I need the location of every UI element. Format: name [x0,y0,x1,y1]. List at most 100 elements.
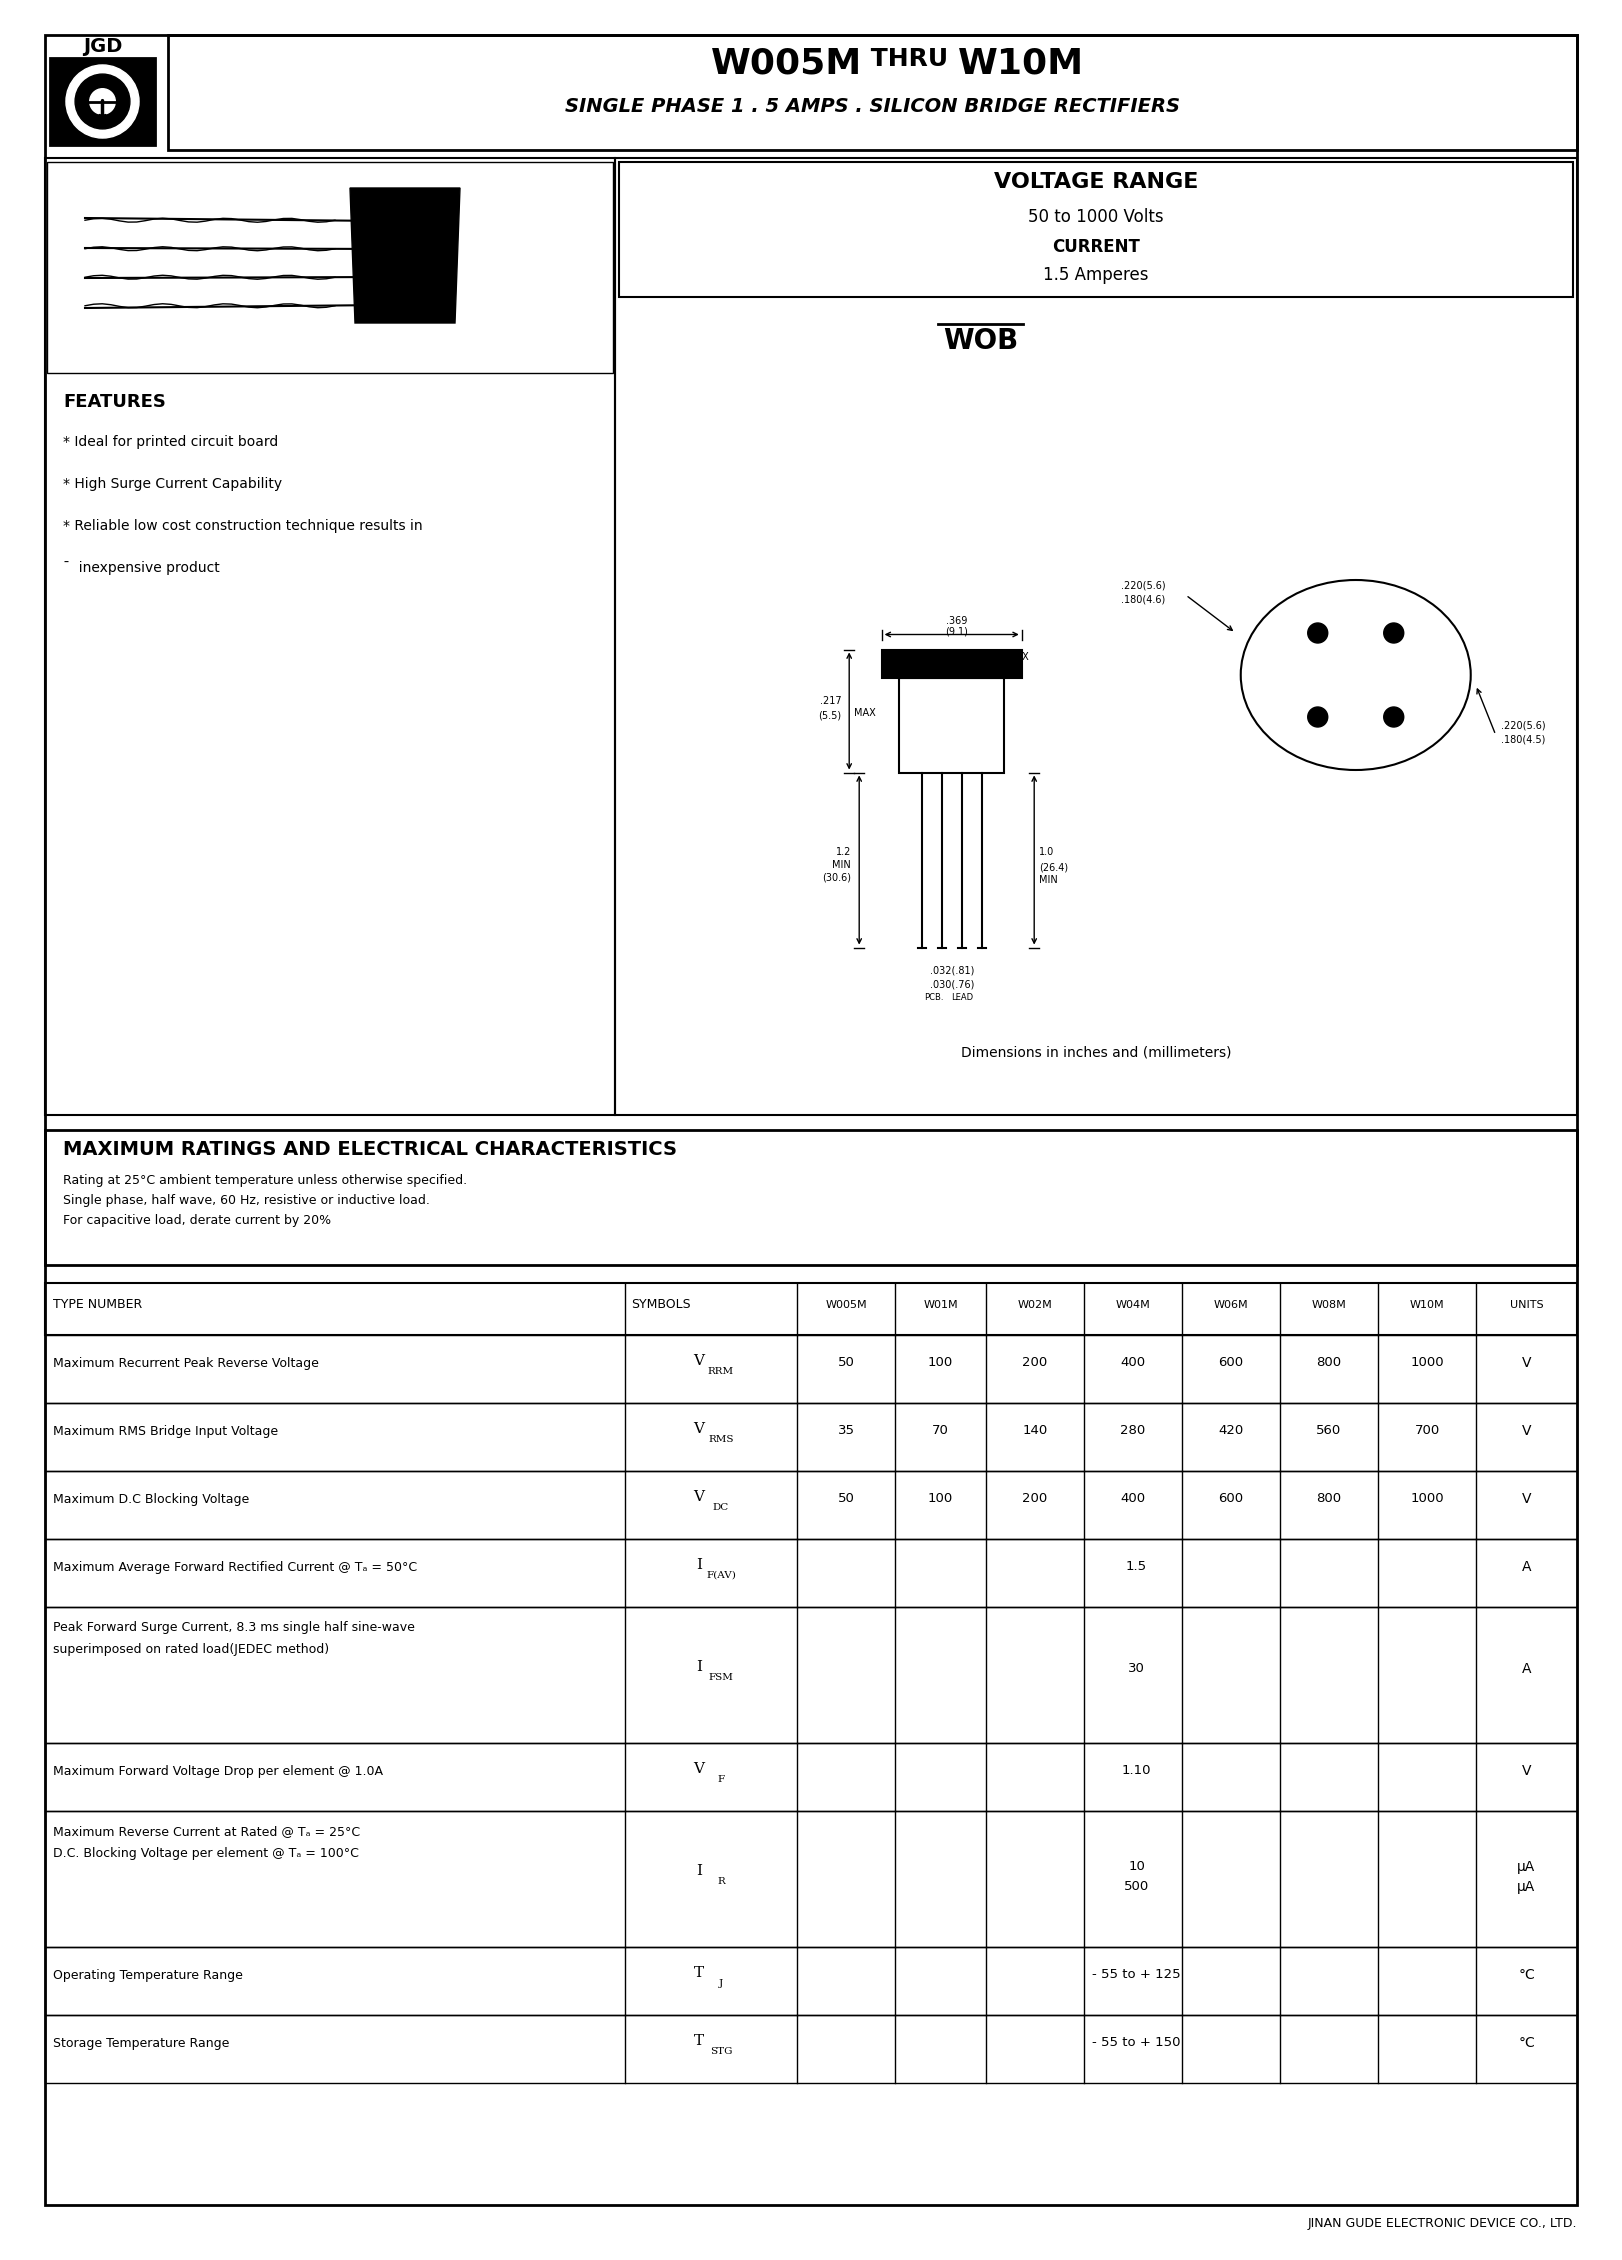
Bar [45,1403,1577,1471]
Text: μA: μA [1517,1880,1536,1894]
Text: 600: 600 [1218,1356,1244,1370]
Text: Storage Temperature Range: Storage Temperature Range [54,2036,229,2050]
Text: J: J [719,1978,723,1987]
Text: F(AV): F(AV) [706,1571,736,1580]
Text: Maximum D.C Blocking Voltage: Maximum D.C Blocking Voltage [54,1492,250,1505]
Text: * Reliable low cost construction technique results in: * Reliable low cost construction techniq… [63,520,423,533]
Text: 70: 70 [933,1424,949,1437]
Circle shape [75,75,130,129]
Text: 50: 50 [837,1492,855,1505]
Text: °C: °C [1518,2036,1534,2050]
Text: 1000: 1000 [1410,1492,1444,1505]
Text: .180(4.5): .180(4.5) [1500,734,1546,746]
Text: 100: 100 [928,1356,954,1370]
Text: .217: .217 [819,696,842,705]
Text: 500: 500 [1124,1880,1148,1894]
Bar [45,158,615,1114]
Text: (26.4): (26.4) [1040,863,1069,872]
Text: Maximum RMS Bridge Input Voltage: Maximum RMS Bridge Input Voltage [54,1424,277,1437]
Text: Maximum Reverse Current at Rated @ Tₐ = 25°C: Maximum Reverse Current at Rated @ Tₐ = … [54,1826,360,1837]
Circle shape [1307,624,1328,644]
Text: W04M: W04M [1116,1300,1150,1311]
Text: .369: .369 [946,617,967,626]
Text: 400: 400 [1121,1492,1145,1505]
Text: 200: 200 [1022,1492,1048,1505]
Text: 1.0: 1.0 [1040,848,1054,857]
Text: RRM: RRM [707,1367,735,1376]
Text: SYMBOLS: SYMBOLS [631,1300,691,1311]
Text: W005M: W005M [826,1300,866,1311]
Text: 140: 140 [1022,1424,1048,1437]
Text: .032(.81): .032(.81) [929,965,973,976]
Text: 1000: 1000 [1410,1356,1444,1370]
Bar [50,59,156,145]
Text: V: V [1521,1356,1531,1370]
Text: CURRENT: CURRENT [1053,237,1140,255]
Circle shape [1307,707,1328,728]
Text: .030(.76): .030(.76) [929,979,973,990]
Text: V: V [1521,1492,1531,1505]
Text: SINGLE PHASE 1 . 5 AMPS . SILICON BRIDGE RECTIFIERS: SINGLE PHASE 1 . 5 AMPS . SILICON BRIDGE… [564,97,1179,115]
Bar [45,2016,1577,2084]
Text: 50 to 1000 Volts: 50 to 1000 Volts [1028,208,1165,226]
Text: JGD: JGD [83,36,122,57]
Text: Maximum Forward Voltage Drop per element @ 1.0A: Maximum Forward Voltage Drop per element… [54,1765,383,1779]
Text: Single phase, half wave, 60 Hz, resistive or inductive load.: Single phase, half wave, 60 Hz, resistiv… [63,1193,430,1207]
Text: VOLTAGE RANGE: VOLTAGE RANGE [994,172,1199,192]
Text: DC: DC [714,1503,730,1512]
Text: LEAD: LEAD [950,994,973,1003]
Text: FEATURES: FEATURES [63,393,165,411]
Text: W08M: W08M [1312,1300,1346,1311]
Text: .220(5.6): .220(5.6) [1500,721,1546,730]
Text: 600: 600 [1218,1492,1244,1505]
Bar [45,1130,1577,1266]
Bar [620,163,1573,296]
Text: I: I [696,1864,702,1878]
Text: JINAN GUDE ELECTRONIC DEVICE CO., LTD.: JINAN GUDE ELECTRONIC DEVICE CO., LTD. [1307,2217,1577,2231]
Text: 35: 35 [837,1424,855,1437]
Circle shape [1384,707,1403,728]
Text: FSM: FSM [709,1672,733,1681]
Text: UNITS: UNITS [1510,1300,1543,1311]
Text: A: A [1521,1661,1531,1677]
Text: Rating at 25°C ambient temperature unless otherwise specified.: Rating at 25°C ambient temperature unles… [63,1173,467,1186]
Bar [45,1284,1577,1336]
Bar [45,1607,1577,1742]
Text: I: I [696,1661,702,1675]
Text: MAXIMUM RATINGS AND ELECTRICAL CHARACTERISTICS: MAXIMUM RATINGS AND ELECTRICAL CHARACTER… [63,1139,676,1159]
Text: 1.5 Amperes: 1.5 Amperes [1043,267,1148,285]
Text: * Ideal for printed circuit board: * Ideal for printed circuit board [63,434,279,450]
Text: V: V [1521,1424,1531,1437]
Text: For capacitive load, derate current by 20%: For capacitive load, derate current by 2… [63,1214,331,1227]
Text: ¯  inexpensive product: ¯ inexpensive product [63,560,219,574]
Text: Maximum Average Forward Rectified Current @ Tₐ = 50°C: Maximum Average Forward Rectified Curren… [54,1559,417,1573]
Text: A: A [1521,1559,1531,1573]
Bar [882,649,1022,678]
Text: PCB.: PCB. [925,994,944,1003]
Text: 1.5: 1.5 [1126,1559,1147,1573]
Bar [169,34,1577,149]
Text: W06M: W06M [1213,1300,1249,1311]
Text: Operating Temperature Range: Operating Temperature Range [54,1968,243,1982]
Text: THRU: THRU [863,47,957,70]
Bar [45,1948,1577,2016]
Text: W10M: W10M [957,47,1083,81]
Text: Dimensions in inches and (millimeters): Dimensions in inches and (millimeters) [960,1046,1231,1060]
Text: .220(5.6): .220(5.6) [1121,581,1165,590]
Text: W02M: W02M [1017,1300,1053,1311]
Text: V: V [694,1763,704,1776]
Text: STG: STG [710,2048,732,2057]
Text: W10M: W10M [1410,1300,1444,1311]
Text: Peak Forward Surge Current, 8.3 ms single half sine-wave: Peak Forward Surge Current, 8.3 ms singl… [54,1620,415,1634]
Polygon shape [350,188,461,323]
Text: °C: °C [1518,1968,1534,1982]
Text: 30: 30 [1127,1663,1145,1675]
Text: 10: 10 [1127,1860,1145,1874]
Text: μA: μA [1517,1860,1536,1874]
Text: I: I [696,1557,702,1573]
Bar [899,678,1004,773]
Text: - 55 to + 150: - 55 to + 150 [1092,2036,1181,2050]
Text: 1.10: 1.10 [1122,1765,1152,1779]
Text: T: T [694,2034,704,2048]
Text: MAX: MAX [1007,651,1028,662]
